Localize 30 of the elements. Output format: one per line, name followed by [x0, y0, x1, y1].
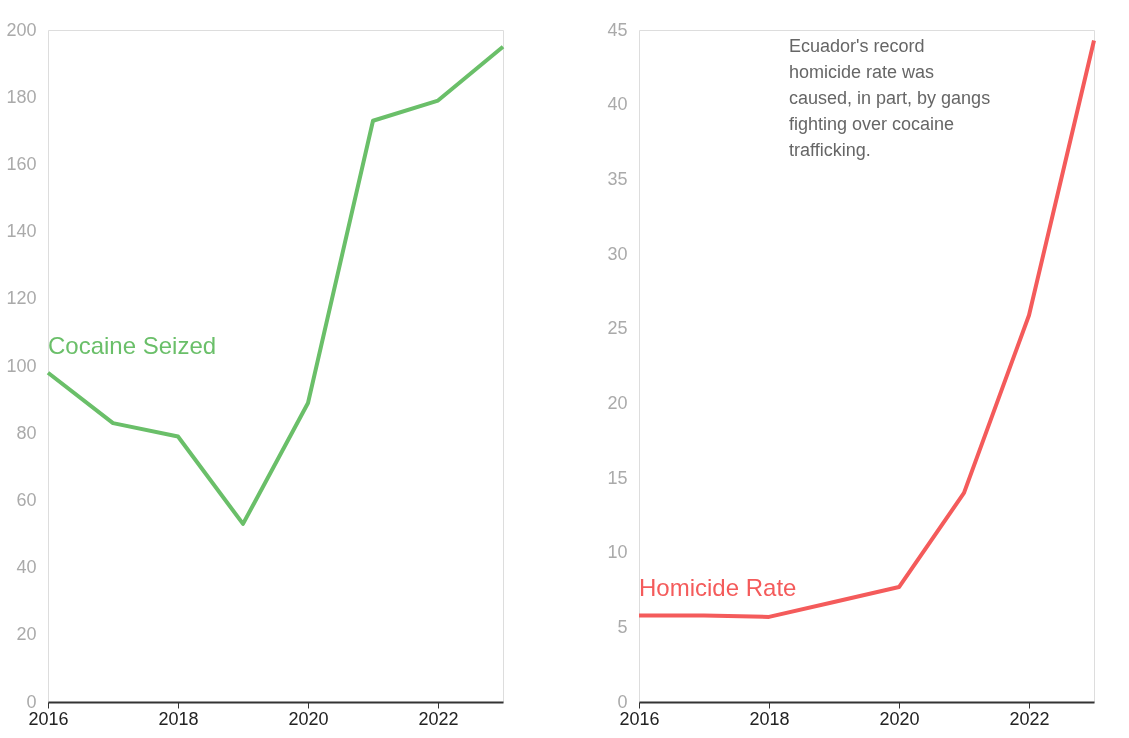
y-tick-label: 200 — [6, 19, 37, 40]
y-tick-label: 160 — [6, 153, 37, 174]
x-tick-label: 2018 — [749, 708, 790, 729]
y-tick-label: 40 — [16, 557, 37, 578]
y-tick-label: 100 — [6, 355, 37, 376]
y-tick-label: 35 — [607, 168, 628, 189]
y-tick-label: 20 — [607, 392, 628, 413]
x-tick-label: 2020 — [879, 708, 920, 729]
annotation: Ecuador's record homicide rate was caused, in part, by gangs fighting over cocaine trafficking. — [789, 36, 991, 160]
y-tick-label: 40 — [607, 94, 628, 115]
y-tick-label: 20 — [16, 624, 37, 645]
line-series — [46, 44, 505, 526]
x-tick-label: 2022 — [1009, 708, 1050, 729]
y-tick-label: 10 — [607, 542, 628, 563]
y-tick-label: 80 — [16, 422, 37, 443]
x-tick-label: 2020 — [288, 708, 329, 729]
line-series — [637, 38, 1096, 619]
y-tick-label: 30 — [607, 243, 628, 264]
y-tick-label: 45 — [607, 19, 628, 40]
series-label: Homicide Rate — [639, 574, 797, 602]
x-tick-label: 2018 — [158, 708, 199, 729]
y-tick-label: 140 — [6, 221, 37, 242]
y-tick-label: 25 — [607, 318, 628, 339]
y-tick-label: 120 — [6, 288, 37, 309]
y-tick-label: 5 — [617, 616, 628, 637]
y-tick-label: 15 — [607, 467, 628, 488]
y-tick-label: 180 — [6, 86, 37, 107]
series-label: Cocaine Seized — [48, 331, 217, 359]
x-tick-label: 2022 — [418, 708, 459, 729]
y-tick-label: 60 — [16, 489, 37, 510]
